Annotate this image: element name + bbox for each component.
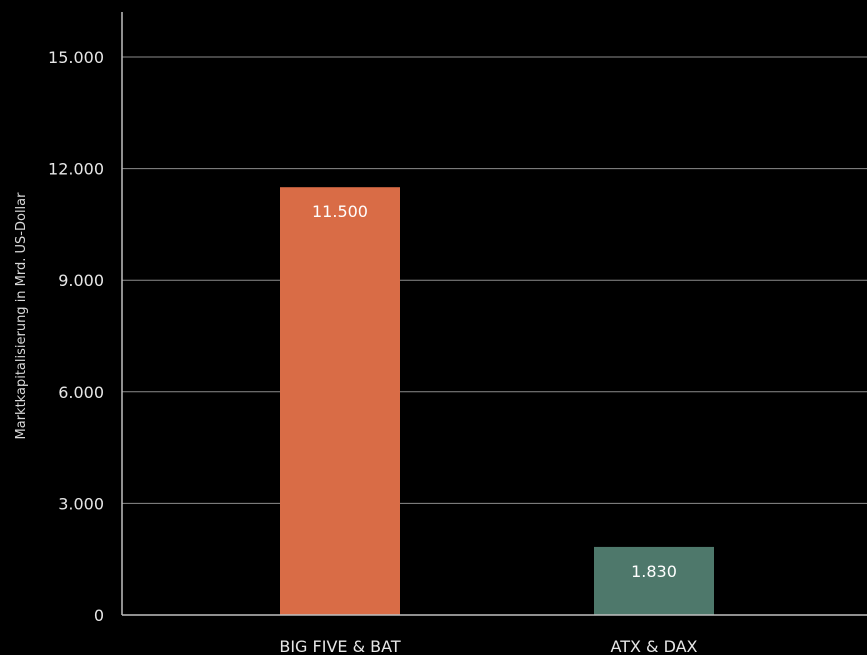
x-category-label: ATX & DAX xyxy=(610,637,697,655)
gridlines xyxy=(122,56,867,504)
x-category-labels: BIG FIVE & BAT ATX & DAX xyxy=(279,637,697,655)
y-tick-label: 0 xyxy=(94,606,104,625)
data-label: 11.500 xyxy=(312,202,368,221)
data-labels: 11.500 1.830 xyxy=(312,202,677,581)
axes xyxy=(121,12,867,616)
y-tick-label: 3.000 xyxy=(58,494,104,513)
data-label: 1.830 xyxy=(631,562,677,581)
bar xyxy=(280,187,400,615)
y-tick-label: 15.000 xyxy=(48,48,104,67)
y-tick-labels: 0 3.000 6.000 9.000 12.000 15.000 xyxy=(48,48,104,625)
bar xyxy=(594,546,714,615)
y-tick-label: 9.000 xyxy=(58,271,104,290)
bars xyxy=(280,187,714,615)
y-tick-label: 6.000 xyxy=(58,383,104,402)
y-axis-title: Marktkapitalisierung in Mrd. US-Dollar xyxy=(14,192,29,440)
x-category-label: BIG FIVE & BAT xyxy=(279,637,400,655)
y-tick-label: 12.000 xyxy=(48,160,104,179)
